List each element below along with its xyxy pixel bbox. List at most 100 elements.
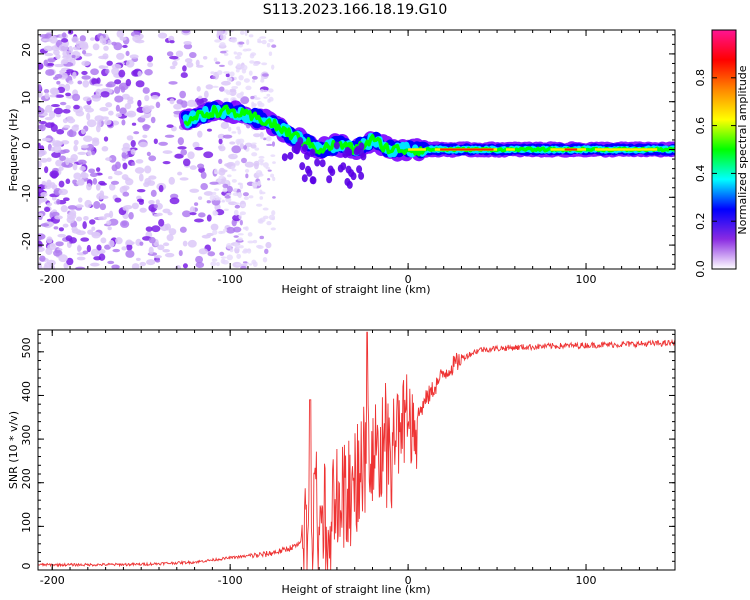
spectrogram-noise bbox=[46, 202, 53, 207]
spectrogram-noise bbox=[79, 41, 89, 49]
spectrogram-noise bbox=[71, 124, 79, 132]
spectrogram-blob bbox=[333, 141, 340, 150]
spectrogram-noise bbox=[175, 50, 184, 58]
spectrogram-noise bbox=[244, 30, 248, 36]
spectrogram-noise bbox=[182, 30, 191, 34]
spectrogram-noise bbox=[86, 112, 91, 121]
spectrogram-noise bbox=[223, 208, 229, 211]
spectrogram-noise bbox=[244, 168, 250, 173]
spectrogram-noise bbox=[239, 245, 244, 249]
spectrogram-noise bbox=[99, 190, 105, 198]
spectrogram-noise bbox=[38, 62, 44, 70]
spectrogram-noise bbox=[234, 55, 242, 60]
spectrogram-noise bbox=[178, 249, 183, 257]
spectrogram-noise bbox=[56, 129, 65, 135]
spectrogram-noise bbox=[218, 145, 226, 152]
spectrogram-noise bbox=[270, 173, 275, 178]
spectrogram-noise bbox=[44, 116, 53, 121]
spectrogram-noise bbox=[45, 69, 55, 76]
spectrogram-noise bbox=[166, 124, 174, 128]
spectrogram-noise bbox=[250, 52, 257, 57]
spectrogram-noise bbox=[232, 226, 242, 233]
spectrogram-noise bbox=[226, 174, 232, 178]
spectrogram-noise bbox=[89, 172, 98, 178]
spectrogram-noise bbox=[46, 236, 53, 244]
spectrogram-noise bbox=[106, 60, 113, 66]
spectrogram-noise bbox=[59, 69, 66, 74]
spectrogram-noise bbox=[66, 257, 74, 266]
spectrogram-noise bbox=[223, 89, 230, 93]
spectrogram-noise bbox=[164, 252, 175, 258]
spectrogram-noise bbox=[119, 186, 128, 194]
colorbar-tick-label: 0.8 bbox=[694, 69, 707, 87]
spectrogram-noise bbox=[44, 166, 49, 174]
spectrogram-noise bbox=[262, 207, 269, 211]
spectrogram-noise bbox=[43, 45, 53, 52]
spectrogram-noise bbox=[97, 216, 107, 221]
spectrogram-noise bbox=[130, 148, 136, 155]
spectrogram-noise bbox=[231, 131, 237, 134]
spectrogram-noise bbox=[209, 181, 219, 185]
y-tick-label: 300 bbox=[20, 425, 33, 446]
spectrogram-noise bbox=[137, 99, 142, 107]
spectrogram-noise bbox=[192, 141, 200, 149]
spectrogram-noise bbox=[270, 227, 276, 231]
spectrogram-blob bbox=[309, 148, 316, 157]
spectrogram-blob bbox=[340, 162, 347, 171]
snr-axes-frame bbox=[37, 329, 676, 571]
colorbar-tick-label: 0.4 bbox=[694, 165, 707, 183]
spectrogram-noise bbox=[133, 131, 140, 135]
spectrogram-noise bbox=[241, 64, 248, 71]
x-tick-label: -100 bbox=[218, 273, 243, 286]
spectrogram-noise bbox=[45, 104, 53, 113]
spectrogram-noise bbox=[96, 167, 101, 172]
spectrogram-noise bbox=[155, 101, 161, 109]
spectrogram-noise bbox=[119, 107, 127, 116]
spectrogram-noise bbox=[244, 142, 253, 148]
spectrogram-noise bbox=[60, 205, 68, 213]
spectrogram-noise bbox=[140, 115, 150, 119]
spectrogram-noise bbox=[81, 60, 91, 66]
snr-xlabel: Height of straight line (km) bbox=[281, 583, 430, 596]
spectrogram-noise bbox=[153, 255, 162, 259]
spectrogram-noise bbox=[146, 151, 151, 157]
spectrogram-noise bbox=[193, 218, 204, 223]
spectrogram-noise bbox=[122, 142, 130, 150]
spectrogram-noise bbox=[148, 155, 157, 162]
spectrogram-noise bbox=[173, 103, 183, 110]
spectrogram-noise bbox=[39, 255, 46, 262]
spectrogram-noise bbox=[99, 107, 109, 112]
spectrogram-noise bbox=[68, 45, 73, 54]
spectrogram-noise bbox=[252, 261, 258, 268]
snr-ylabel: SNR (10 * v/v) bbox=[7, 411, 20, 489]
spectrogram-noise bbox=[268, 38, 274, 43]
spectrogram-noise bbox=[90, 262, 100, 267]
spectrogram-noise bbox=[264, 248, 269, 255]
spectrogram-noise bbox=[252, 103, 257, 107]
spectrogram-noise bbox=[260, 136, 264, 140]
spectrogram-noise bbox=[53, 49, 60, 56]
spectrogram-noise bbox=[263, 137, 267, 141]
spectrogram-noise bbox=[254, 147, 260, 151]
spectrogram-noise bbox=[197, 130, 203, 138]
x-tick-label: 0 bbox=[405, 574, 412, 587]
spectrogram-noise bbox=[216, 262, 220, 267]
spectrogram-noise bbox=[257, 245, 264, 250]
spectrogram-noise bbox=[90, 68, 99, 76]
spectrogram-noise bbox=[38, 213, 44, 217]
spectrogram-noise bbox=[235, 263, 242, 266]
spectrogram-noise bbox=[223, 71, 230, 74]
spectrogram-noise bbox=[146, 55, 154, 62]
spectrogram-noise bbox=[166, 51, 174, 57]
spectrogram-noise bbox=[103, 119, 112, 126]
spectrogram-noise bbox=[66, 54, 73, 62]
spectrogram-noise bbox=[250, 95, 255, 100]
spectrogram-noise bbox=[224, 195, 231, 199]
spectrogram-blob bbox=[358, 171, 365, 180]
spectrogram-noise bbox=[203, 151, 214, 159]
spectrogram-noise bbox=[200, 171, 207, 179]
spectrogram-noise bbox=[198, 248, 208, 255]
spectrogram-noise bbox=[131, 161, 136, 166]
spectrogram-noise bbox=[107, 260, 115, 265]
